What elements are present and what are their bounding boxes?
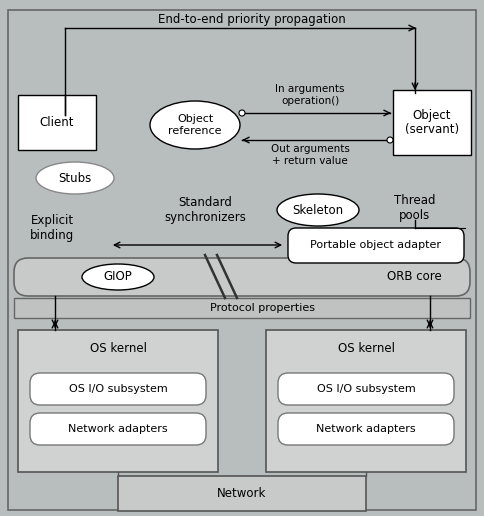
Text: Out arguments
+ return value: Out arguments + return value [271, 144, 349, 166]
Text: Network adapters: Network adapters [68, 424, 168, 434]
FancyBboxPatch shape [30, 413, 206, 445]
Ellipse shape [36, 162, 114, 194]
Text: Portable object adapter: Portable object adapter [311, 240, 441, 250]
Text: In arguments
operation(): In arguments operation() [275, 84, 345, 106]
Text: GIOP: GIOP [104, 270, 133, 283]
Text: Client: Client [40, 116, 74, 129]
Text: ORB core: ORB core [387, 270, 441, 283]
Circle shape [239, 110, 245, 116]
Text: Protocol properties: Protocol properties [210, 303, 315, 313]
Text: Object
reference: Object reference [168, 114, 222, 136]
Bar [393, 90, 471, 155]
Text: Skeleton: Skeleton [292, 203, 344, 217]
Text: Network adapters: Network adapters [316, 424, 416, 434]
Bar [18, 330, 218, 472]
Text: Object
(servant): Object (servant) [405, 108, 459, 137]
Circle shape [387, 137, 393, 143]
Ellipse shape [82, 264, 154, 290]
FancyBboxPatch shape [288, 228, 464, 263]
Text: OS I/O subsystem: OS I/O subsystem [317, 384, 415, 394]
Text: OS kernel: OS kernel [337, 342, 394, 354]
Text: Explicit
binding: Explicit binding [30, 214, 74, 242]
Bar [266, 330, 466, 472]
Bar [118, 476, 366, 511]
FancyBboxPatch shape [278, 413, 454, 445]
Text: Stubs: Stubs [59, 171, 91, 185]
FancyBboxPatch shape [14, 258, 470, 296]
Text: Thread
pools: Thread pools [394, 194, 436, 222]
Text: OS I/O subsystem: OS I/O subsystem [69, 384, 167, 394]
Ellipse shape [150, 101, 240, 149]
Text: Standard
synchronizers: Standard synchronizers [164, 196, 246, 224]
Ellipse shape [277, 194, 359, 226]
Text: OS kernel: OS kernel [90, 342, 147, 354]
FancyBboxPatch shape [278, 373, 454, 405]
FancyBboxPatch shape [30, 373, 206, 405]
Text: End-to-end priority propagation: End-to-end priority propagation [158, 13, 346, 26]
Bar [14, 298, 470, 318]
Bar [18, 95, 96, 150]
Text: Network: Network [217, 487, 267, 500]
